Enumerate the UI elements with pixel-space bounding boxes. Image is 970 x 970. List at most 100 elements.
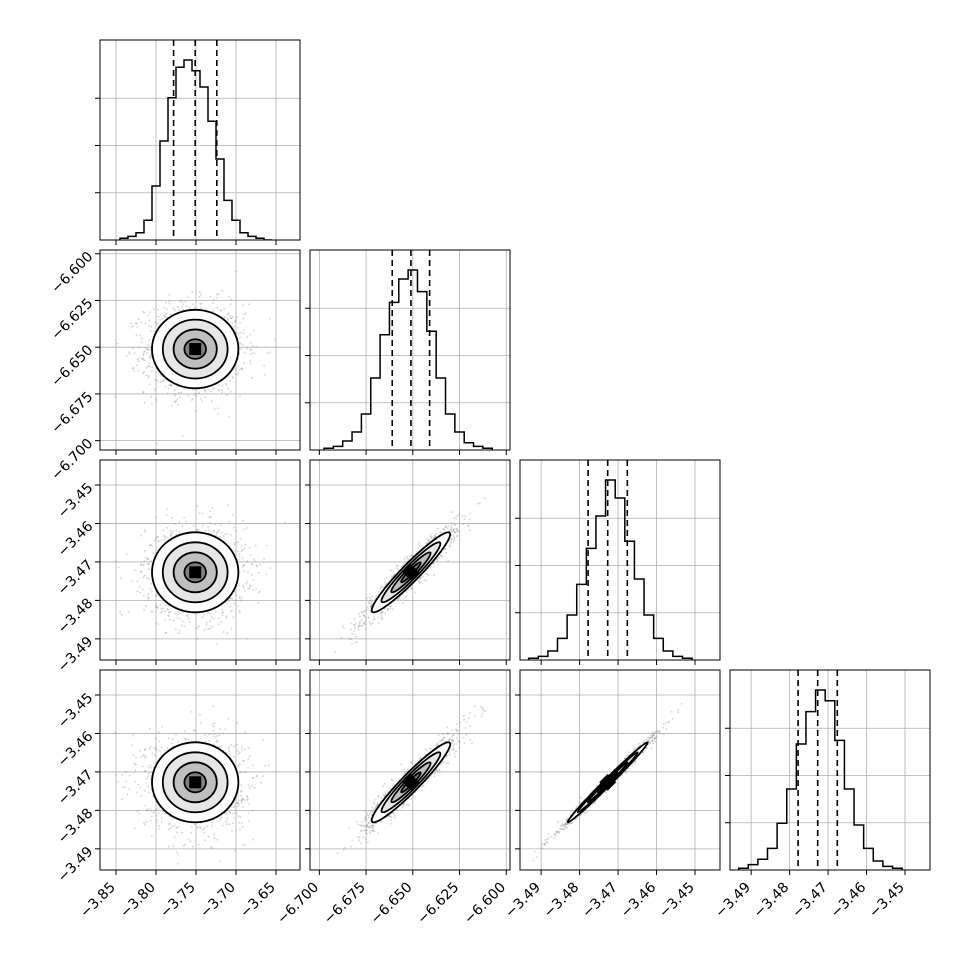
sample-point — [246, 799, 249, 801]
sample-point — [419, 581, 421, 584]
sample-point — [249, 353, 252, 356]
sample-point — [146, 577, 149, 579]
sample-point — [231, 597, 234, 600]
sample-point — [245, 582, 248, 585]
y-tick-label: −3.49 — [55, 634, 97, 676]
sample-point — [154, 379, 157, 381]
sample-point — [143, 371, 145, 373]
sample-point — [166, 392, 169, 395]
sample-point — [147, 344, 150, 346]
histogram-panel-2 — [515, 459, 721, 665]
sample-point — [146, 348, 149, 351]
sample-point — [464, 515, 467, 517]
sample-point — [249, 333, 252, 336]
sample-point — [127, 351, 130, 353]
sample-point — [167, 611, 170, 614]
sample-point — [195, 392, 198, 395]
sample-point — [226, 823, 228, 826]
sample-point — [173, 836, 176, 838]
sample-point — [196, 528, 199, 531]
sample-point — [225, 616, 228, 619]
sample-point — [241, 826, 244, 828]
sample-point — [155, 397, 158, 400]
y-tick-label: −6.600 — [48, 249, 96, 297]
panel-frame — [99, 39, 301, 241]
sample-point — [234, 320, 237, 323]
sample-point — [429, 566, 431, 569]
sample-point — [255, 564, 258, 567]
sample-point — [169, 383, 172, 386]
sample-point — [468, 529, 471, 532]
sample-point — [380, 585, 383, 588]
sample-point — [452, 529, 455, 532]
sample-point — [379, 587, 382, 590]
sample-point — [228, 750, 231, 753]
sample-point — [243, 547, 246, 550]
sample-point — [215, 532, 218, 534]
sample-point — [269, 567, 272, 570]
sample-point — [211, 625, 214, 628]
sample-point — [235, 599, 237, 602]
sample-point — [187, 394, 190, 397]
sample-point — [386, 609, 389, 611]
sample-point — [147, 376, 150, 379]
sample-point — [155, 604, 158, 607]
sample-point — [166, 608, 169, 610]
sample-point — [200, 307, 203, 309]
sample-point — [197, 827, 200, 829]
sample-point — [417, 547, 420, 549]
sample-point — [234, 849, 236, 852]
sample-point — [251, 344, 254, 347]
sample-point — [217, 407, 220, 410]
sample-point — [343, 627, 345, 629]
sample-point — [266, 352, 269, 355]
sample-point — [425, 573, 427, 576]
sample-point — [160, 539, 163, 542]
sample-point — [219, 309, 222, 312]
sample-point — [134, 569, 136, 571]
sample-point — [207, 526, 210, 528]
sample-point — [237, 371, 240, 374]
sample-point — [143, 359, 146, 362]
sample-point — [368, 596, 371, 599]
sample-point — [172, 530, 175, 533]
sample-point — [139, 591, 142, 594]
sample-point — [445, 526, 447, 529]
sample-point — [364, 609, 366, 612]
sample-point — [233, 544, 236, 546]
sample-point — [428, 538, 430, 541]
sample-point — [241, 806, 244, 808]
sample-point — [358, 625, 360, 628]
sample-point — [253, 352, 256, 355]
sample-point — [148, 325, 150, 327]
sample-point — [215, 741, 218, 743]
sample-point — [213, 743, 216, 746]
sample-point — [139, 756, 142, 759]
sample-point — [178, 391, 180, 394]
sample-point — [438, 556, 440, 559]
sample-point — [231, 514, 234, 516]
sample-point — [239, 595, 242, 598]
sample-point — [136, 580, 139, 583]
sample-point — [381, 617, 384, 620]
sample-point — [125, 553, 128, 555]
sample-point — [420, 576, 422, 579]
sample-point — [153, 308, 156, 310]
sample-point — [246, 347, 249, 350]
sample-point — [340, 636, 343, 639]
sample-point — [353, 630, 355, 632]
sample-point — [450, 524, 453, 527]
sample-point — [164, 619, 167, 621]
sample-point — [143, 563, 145, 566]
sample-point — [135, 322, 138, 325]
sample-point — [151, 835, 153, 837]
sample-point — [143, 350, 146, 352]
sample-point — [269, 318, 271, 320]
sample-point — [170, 742, 173, 745]
sample-point — [179, 396, 182, 399]
sample-point — [227, 317, 230, 320]
sample-point — [217, 413, 219, 415]
sample-point — [181, 624, 183, 627]
sample-point — [148, 747, 151, 750]
sample-point — [174, 394, 177, 397]
